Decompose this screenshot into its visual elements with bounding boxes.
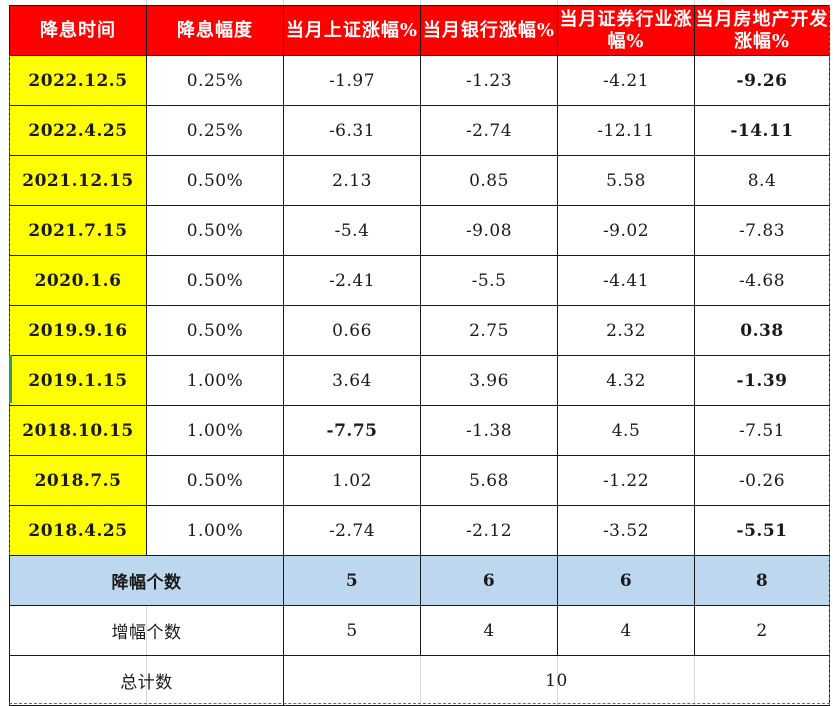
- table-row: 2018.7.5 0.50% 1.02 5.68 -1.22 -0.26: [9, 455, 830, 506]
- re-cell[interactable]: -9.26: [694, 55, 830, 106]
- re-cell[interactable]: 0.38: [694, 305, 830, 356]
- cut-cell[interactable]: 0.50%: [146, 155, 284, 206]
- header-bank[interactable]: 当月银行涨幅%: [420, 5, 558, 56]
- sh-cell[interactable]: -1.97: [283, 55, 421, 106]
- sh-cell[interactable]: 3.64: [283, 355, 421, 406]
- bank-cell[interactable]: 2.75: [420, 305, 558, 356]
- cut-cell[interactable]: 0.50%: [146, 255, 284, 306]
- table-row: 2019.9.16 0.50% 0.66 2.75 2.32 0.38: [9, 305, 830, 356]
- table-row: 2022.4.25 0.25% -6.31 -2.74 -12.11 -14.1…: [9, 105, 830, 156]
- re-cell[interactable]: -5.51: [694, 505, 830, 556]
- sec-cell[interactable]: -1.22: [557, 455, 695, 506]
- date-cell[interactable]: 2021.7.15: [9, 205, 147, 256]
- sec-cell[interactable]: 5.58: [557, 155, 695, 206]
- table-row: 2019.1.15 1.00% 3.64 3.96 4.32 -1.39: [9, 355, 830, 406]
- copy-marquee-bottom: [9, 703, 830, 704]
- decrease-count-re[interactable]: 8: [694, 555, 830, 606]
- summary-decrease-row: 降幅个数 5 6 6 8: [9, 555, 830, 606]
- bank-cell[interactable]: 5.68: [420, 455, 558, 506]
- header-date[interactable]: 降息时间: [9, 5, 147, 56]
- re-cell[interactable]: -14.11: [694, 105, 830, 156]
- table-row: 2021.12.15 0.50% 2.13 0.85 5.58 8.4: [9, 155, 830, 206]
- cut-cell[interactable]: 0.25%: [146, 105, 284, 156]
- cut-cell[interactable]: 1.00%: [146, 405, 284, 456]
- bank-cell[interactable]: -2.12: [420, 505, 558, 556]
- table-row: 2022.12.5 0.25% -1.97 -1.23 -4.21 -9.26: [9, 55, 830, 106]
- bank-cell[interactable]: -1.23: [420, 55, 558, 106]
- re-cell[interactable]: -0.26: [694, 455, 830, 506]
- summary-increase-row: 增幅个数 5 4 4 2: [9, 605, 830, 656]
- sh-cell[interactable]: 1.02: [283, 455, 421, 506]
- header-sh[interactable]: 当月上证涨幅%: [283, 5, 421, 56]
- date-cell[interactable]: 2021.12.15: [9, 155, 147, 206]
- row-indicator: [9, 355, 12, 403]
- sec-cell[interactable]: -4.41: [557, 255, 695, 306]
- increase-count-sec[interactable]: 4: [557, 605, 695, 656]
- date-cell[interactable]: 2022.4.25: [9, 105, 147, 156]
- copy-marquee-left: [9, 55, 10, 555]
- sh-cell[interactable]: -5.4: [283, 205, 421, 256]
- cut-cell[interactable]: 1.00%: [146, 355, 284, 406]
- sec-cell[interactable]: 4.5: [557, 405, 695, 456]
- sh-cell[interactable]: -7.75: [283, 405, 421, 456]
- date-cell[interactable]: 2019.9.16: [9, 305, 147, 356]
- sh-cell[interactable]: -6.31: [283, 105, 421, 156]
- re-cell[interactable]: -1.39: [694, 355, 830, 406]
- rate-cut-table: 降息时间 降息幅度 当月上证涨幅% 当月银行涨幅% 当月证券行业涨幅% 当月房地…: [9, 5, 830, 706]
- decrease-count-label[interactable]: 降幅个数: [9, 555, 284, 606]
- sec-cell[interactable]: -12.11: [557, 105, 695, 156]
- increase-count-re[interactable]: 2: [694, 605, 830, 656]
- table-row: 2021.7.15 0.50% -5.4 -9.08 -9.02 -7.83: [9, 205, 830, 256]
- sh-cell[interactable]: 2.13: [283, 155, 421, 206]
- table-row: 2020.1.6 0.50% -2.41 -5.5 -4.41 -4.68: [9, 255, 830, 306]
- sec-cell[interactable]: 2.32: [557, 305, 695, 356]
- re-cell[interactable]: -7.83: [694, 205, 830, 256]
- date-cell[interactable]: 2018.10.15: [9, 405, 147, 456]
- header-sec[interactable]: 当月证券行业涨幅%: [557, 5, 695, 56]
- sh-cell[interactable]: 0.66: [283, 305, 421, 356]
- bank-cell[interactable]: -5.5: [420, 255, 558, 306]
- sh-cell[interactable]: -2.41: [283, 255, 421, 306]
- header-cut[interactable]: 降息幅度: [146, 5, 284, 56]
- cut-cell[interactable]: 0.50%: [146, 205, 284, 256]
- sec-cell[interactable]: -9.02: [557, 205, 695, 256]
- re-cell[interactable]: -7.51: [694, 405, 830, 456]
- date-cell[interactable]: 2022.12.5: [9, 55, 147, 106]
- sec-cell[interactable]: -3.52: [557, 505, 695, 556]
- date-cell[interactable]: 2018.7.5: [9, 455, 147, 506]
- decrease-count-sec[interactable]: 6: [557, 555, 695, 606]
- decrease-count-bank[interactable]: 6: [420, 555, 558, 606]
- header-re[interactable]: 当月房地产开发涨幅%: [694, 5, 830, 56]
- sec-cell[interactable]: -4.21: [557, 55, 695, 106]
- total-count-label[interactable]: 总计数: [9, 655, 284, 706]
- table-row: 2018.10.15 1.00% -7.75 -1.38 4.5 -7.51: [9, 405, 830, 456]
- copy-marquee-right: [829, 5, 830, 705]
- cut-cell[interactable]: 0.25%: [146, 55, 284, 106]
- bank-cell[interactable]: -2.74: [420, 105, 558, 156]
- date-cell[interactable]: 2018.4.25: [9, 505, 147, 556]
- summary-total-row: 总计数 10: [9, 655, 830, 706]
- increase-count-bank[interactable]: 4: [420, 605, 558, 656]
- re-cell[interactable]: 8.4: [694, 155, 830, 206]
- bank-cell[interactable]: -9.08: [420, 205, 558, 256]
- sec-cell[interactable]: 4.32: [557, 355, 695, 406]
- re-cell[interactable]: -4.68: [694, 255, 830, 306]
- decrease-count-sh[interactable]: 5: [283, 555, 421, 606]
- increase-count-label[interactable]: 增幅个数: [9, 605, 284, 656]
- cut-cell[interactable]: 1.00%: [146, 505, 284, 556]
- date-cell[interactable]: 2019.1.15: [9, 355, 147, 406]
- increase-count-sh[interactable]: 5: [283, 605, 421, 656]
- bank-cell[interactable]: -1.38: [420, 405, 558, 456]
- bank-cell[interactable]: 0.85: [420, 155, 558, 206]
- cut-cell[interactable]: 0.50%: [146, 305, 284, 356]
- date-cell[interactable]: 2020.1.6: [9, 255, 147, 306]
- cut-cell[interactable]: 0.50%: [146, 455, 284, 506]
- header-row: 降息时间 降息幅度 当月上证涨幅% 当月银行涨幅% 当月证券行业涨幅% 当月房地…: [9, 5, 830, 56]
- bank-cell[interactable]: 3.96: [420, 355, 558, 406]
- sh-cell[interactable]: -2.74: [283, 505, 421, 556]
- total-count-value[interactable]: 10: [283, 655, 830, 706]
- table-row: 2018.4.25 1.00% -2.74 -2.12 -3.52 -5.51: [9, 505, 830, 556]
